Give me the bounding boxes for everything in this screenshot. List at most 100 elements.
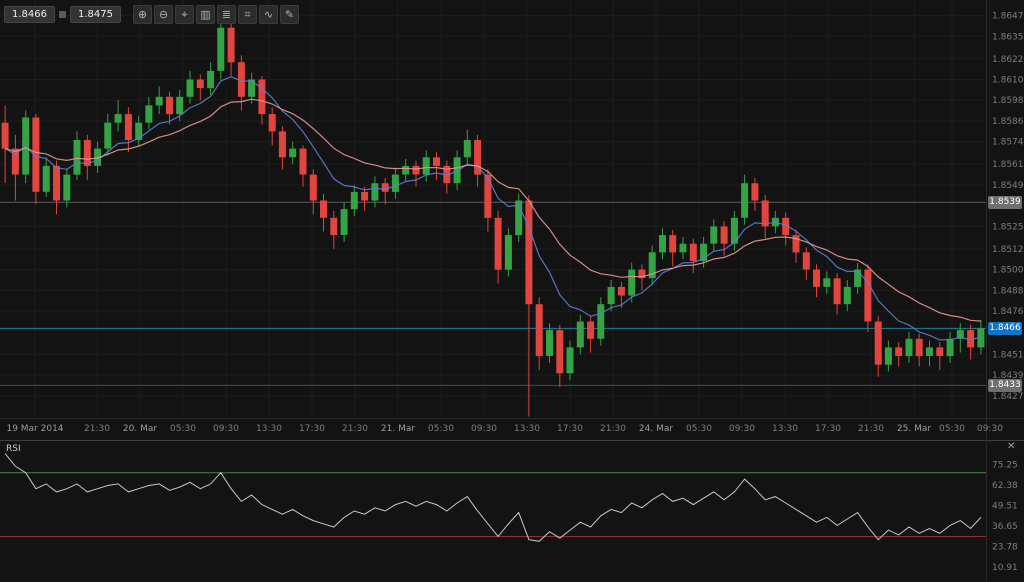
candle-body: [145, 105, 153, 123]
candle-body: [884, 347, 892, 365]
candle-body: [926, 347, 933, 356]
candle-body: [648, 252, 656, 279]
candle-body: [350, 191, 358, 210]
candle-body: [474, 140, 482, 175]
candle-body: [340, 209, 348, 235]
time-label: 13:30: [772, 424, 798, 434]
price-tick-label: 1.8525: [992, 222, 1024, 232]
candle-body: [186, 79, 194, 97]
candle-body: [710, 226, 718, 244]
candle-body: [433, 157, 440, 166]
candle-body: [278, 131, 286, 158]
time-label: 05:30: [686, 424, 712, 434]
price-tick-label: 1.8549: [992, 181, 1024, 191]
chart-type-icon[interactable]: ▥: [196, 5, 215, 24]
candle-body: [361, 191, 369, 201]
overlay-chart-icon[interactable]: ∿: [259, 5, 278, 24]
candle-body: [895, 347, 903, 356]
candle-body: [946, 338, 954, 357]
rsi-tick-label: 36.65: [992, 522, 1018, 532]
price-tick-label: 1.8451: [992, 350, 1024, 360]
rsi-line: [4, 453, 982, 542]
candle-body: [700, 243, 708, 261]
candle-body: [741, 183, 749, 218]
ma-slow-line: [4, 98, 981, 322]
price-tick-label: 1.8500: [992, 266, 1024, 276]
price-tick-label: 1.8512: [992, 245, 1024, 255]
candle-body: [412, 165, 420, 175]
candle-body: [802, 252, 810, 270]
crosshair-icon[interactable]: ⌖: [175, 5, 194, 24]
rsi-panel-canvas[interactable]: 75.25 62.38 49.51 36.65 23.78 10.91: [0, 440, 1024, 582]
candle-body: [196, 79, 204, 89]
candle-body: [823, 278, 831, 287]
candle-body: [83, 140, 91, 166]
candle-body: [494, 217, 502, 270]
price-tick-label: 1.8488: [992, 286, 1024, 296]
candle-body: [576, 321, 584, 348]
candle-body: [217, 27, 225, 71]
candle-body: [176, 96, 184, 115]
candle-body: [53, 165, 60, 201]
candle-body: [515, 200, 523, 236]
candle-body: [1, 122, 9, 149]
candle-body: [94, 148, 102, 166]
candle-body: [63, 174, 71, 201]
time-label: 17:30: [299, 424, 325, 434]
time-label: 21:30: [84, 424, 110, 434]
price-tick-label: 1.8561: [992, 160, 1024, 170]
candle-body: [936, 347, 944, 356]
candle-body: [689, 243, 697, 261]
candle-body: [587, 321, 595, 339]
candle-body: [833, 278, 841, 305]
indicators-icon[interactable]: ≣: [217, 5, 236, 24]
candle-body: [967, 330, 975, 348]
draw-icon[interactable]: ✎: [280, 5, 299, 24]
zoom-out-icon[interactable]: ⊖: [154, 5, 173, 24]
candle-body: [761, 200, 769, 227]
candle-body: [638, 269, 646, 279]
candle-body: [525, 200, 533, 305]
rsi-tick-label: 62.38: [992, 481, 1018, 491]
rsi-indicator-label: RSI: [6, 444, 21, 454]
price-tick-label: 1.8610: [992, 76, 1024, 86]
candle-body: [422, 157, 430, 175]
candle-body: [402, 165, 410, 175]
candle-body: [258, 79, 266, 115]
candle-body: [915, 338, 923, 357]
time-label: 09:30: [729, 424, 755, 434]
candle-body: [299, 148, 307, 175]
spread-icon: [59, 11, 66, 18]
candle-body: [617, 286, 625, 296]
zoom-in-icon[interactable]: ⊕: [133, 5, 152, 24]
time-label: 05:30: [939, 424, 965, 434]
candle-body: [381, 183, 389, 192]
price-level-badge: 1.8539: [988, 196, 1022, 209]
objects-icon[interactable]: ⌗: [238, 5, 257, 24]
price-chart-canvas[interactable]: 1.8647 1.8635 1.8622 1.8610 1.8598 1.8586 1.85…: [0, 0, 1024, 440]
time-label: 09:30: [471, 424, 497, 434]
price-level-badge: 1.8433: [988, 379, 1022, 392]
candle-body: [546, 330, 553, 356]
candle-body: [679, 243, 687, 253]
candle-body: [32, 117, 40, 192]
buy-price-button[interactable]: 1.8475: [70, 6, 121, 23]
time-label: 20. Mar: [123, 424, 157, 434]
candle-body: [977, 328, 985, 348]
candle-body: [371, 183, 379, 201]
candle-body: [227, 27, 235, 63]
candle-body: [114, 114, 122, 123]
candle-body: [843, 286, 851, 305]
sell-price-button[interactable]: 1.8466: [4, 6, 55, 23]
candle-body: [792, 235, 800, 253]
time-label: 25. Mar: [897, 424, 931, 434]
candle-body: [720, 226, 728, 244]
time-label: 13:30: [514, 424, 540, 434]
price-tick-label: 1.8647: [992, 12, 1024, 22]
time-label: 13:30: [256, 424, 282, 434]
rsi-close-icon[interactable]: ✕: [1007, 441, 1016, 452]
candle-body: [237, 62, 245, 97]
candle-body: [104, 122, 112, 149]
candle-body: [854, 269, 862, 287]
